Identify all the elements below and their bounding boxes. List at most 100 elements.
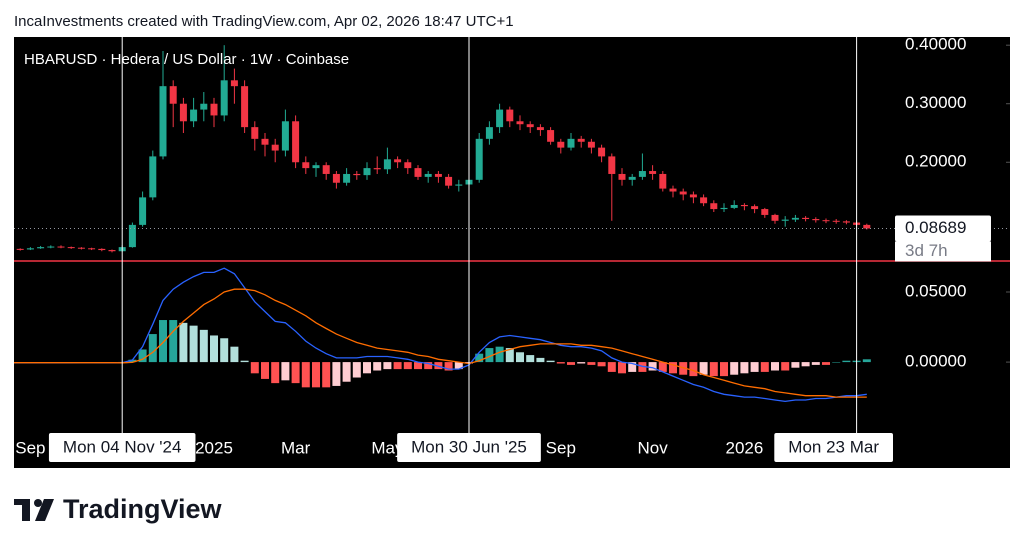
histogram-bar — [556, 362, 565, 364]
candle-body — [802, 217, 810, 220]
histogram-bar — [771, 362, 779, 371]
histogram-bar — [444, 362, 453, 371]
candle-body — [169, 86, 177, 104]
histogram-bar — [261, 362, 269, 379]
candle-body — [689, 194, 697, 198]
candle-body — [108, 250, 116, 252]
histogram-bar — [648, 362, 657, 371]
candle-body — [292, 121, 300, 163]
histogram-bar — [740, 362, 749, 374]
candle-body — [16, 248, 24, 250]
histogram-bar — [393, 362, 402, 370]
last-price-label: 0.08689 — [905, 218, 966, 237]
logo-dot — [34, 499, 42, 507]
crosshair-label-box — [48, 433, 196, 462]
x-tick-label: 2026 — [725, 438, 763, 457]
crosshair-label: Mon 23 Mar — [788, 437, 879, 456]
candle-body — [506, 109, 514, 122]
histogram-bar — [862, 359, 871, 363]
histogram-bar — [516, 352, 524, 363]
candle-body — [179, 103, 187, 122]
histogram-bar — [199, 329, 208, 363]
candle-body — [251, 127, 259, 139]
candle-body — [628, 176, 636, 180]
candle-body — [394, 159, 402, 163]
candle-body — [608, 156, 616, 174]
candle-body — [98, 248, 106, 251]
candle-body — [598, 147, 606, 157]
candle-body — [302, 162, 310, 169]
histogram-bar — [781, 362, 790, 371]
logo-text: TradingView — [63, 494, 223, 524]
candle-body — [679, 191, 687, 195]
candle-body — [373, 168, 381, 170]
candle-body — [332, 173, 340, 183]
histogram-bar — [352, 362, 361, 378]
candle-body — [740, 204, 748, 207]
candle-body — [139, 197, 147, 225]
candle-body — [720, 207, 728, 210]
candle-body — [791, 217, 799, 220]
symbol-legend: HBARUSD · Hedera / US Dollar · 1W · Coin… — [24, 51, 349, 68]
candle-body — [200, 103, 208, 110]
histogram-bar — [495, 346, 504, 363]
candle-body — [220, 80, 228, 116]
candle-body — [781, 219, 789, 221]
candle-body — [547, 130, 555, 142]
indicator-line — [14, 288, 867, 398]
candle-body — [404, 162, 412, 169]
x-tick-label: May — [371, 438, 404, 457]
histogram-bar — [434, 362, 443, 370]
candle-body — [761, 209, 769, 215]
histogram-bar — [811, 362, 820, 365]
histogram-bar — [159, 320, 167, 363]
histogram-bar — [220, 338, 229, 363]
y-tick-label: 0.20000 — [905, 152, 966, 171]
candle-body — [638, 171, 646, 177]
logo-stem — [22, 499, 30, 521]
candle-body — [618, 173, 626, 180]
histogram-bar — [383, 362, 392, 370]
candle-body — [832, 220, 840, 222]
histogram-bar — [689, 362, 698, 377]
candle-body — [649, 171, 657, 174]
candle-body — [383, 159, 391, 170]
x-tick-label: Nov — [637, 438, 668, 457]
histogram-bar — [322, 362, 331, 388]
logo-mark — [14, 499, 54, 521]
last-price-box — [895, 215, 991, 242]
candle-body — [424, 173, 432, 177]
crosshair-label-box — [397, 433, 541, 462]
candle-body — [812, 219, 820, 221]
histogram-bar — [291, 362, 300, 384]
histogram-bar — [240, 360, 249, 363]
histogram-bar — [750, 362, 759, 372]
candle-body — [26, 248, 34, 250]
histogram-bar — [760, 362, 769, 372]
y-tick-label: 0.00000 — [905, 352, 966, 371]
histogram-bar — [281, 362, 290, 381]
candle-body — [771, 214, 779, 221]
candle-body — [751, 206, 759, 210]
candle-body — [434, 173, 442, 177]
crosshair-label: Mon 04 Nov '24 — [63, 437, 182, 456]
overlay: 0.40000 0.30000 0.20000 0.08689 3d 7h 0.05000… — [15, 35, 991, 462]
histogram-bar — [454, 362, 463, 370]
candle-body — [88, 248, 96, 250]
histogram-bar — [505, 348, 514, 363]
histogram-bar — [730, 362, 739, 375]
candle-body — [241, 86, 249, 128]
crosshair-label: Mon 30 Jun '25 — [411, 437, 527, 456]
candle-body — [485, 127, 493, 139]
candle-body — [822, 220, 830, 222]
y-tick-label: 0.40000 — [905, 35, 966, 54]
header: IncaInvestments created with TradingView… — [14, 13, 514, 30]
candle-body — [475, 138, 483, 180]
histogram-bar — [230, 346, 239, 363]
crosshair-label-box — [774, 433, 893, 462]
candle-body — [57, 246, 65, 248]
histogram-bar — [403, 362, 412, 370]
logo-slash — [35, 499, 54, 521]
candle-body — [159, 86, 167, 157]
histogram-bar — [210, 335, 218, 363]
